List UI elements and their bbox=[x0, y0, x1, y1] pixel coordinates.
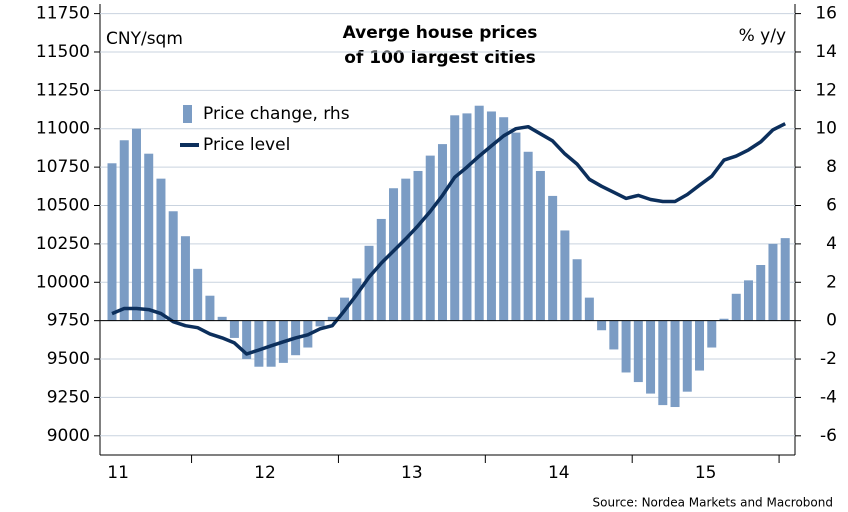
bar bbox=[731, 293, 741, 321]
y2-tick-label: 10 bbox=[815, 119, 837, 139]
bar bbox=[229, 320, 239, 338]
bar bbox=[352, 278, 362, 321]
y-tick-label: 9000 bbox=[47, 426, 90, 446]
bar bbox=[609, 320, 619, 350]
bar bbox=[242, 320, 252, 360]
line bbox=[111, 122, 786, 356]
bar bbox=[462, 113, 472, 321]
y2-tick-label: -2 bbox=[820, 349, 837, 369]
x-tick-label: 11 bbox=[107, 463, 129, 483]
x-tick-label: 15 bbox=[695, 463, 717, 483]
bar bbox=[499, 117, 509, 321]
bar bbox=[180, 236, 190, 321]
bar bbox=[205, 295, 215, 321]
bar bbox=[217, 316, 227, 321]
y2-tick-label: 14 bbox=[815, 42, 837, 62]
source: Source: Nordea Markets and Macrobond bbox=[593, 496, 834, 510]
bar bbox=[572, 259, 582, 321]
y-tick-label: 11250 bbox=[36, 80, 90, 100]
bar bbox=[413, 170, 423, 321]
bar bbox=[193, 268, 203, 321]
x-tick-label: 14 bbox=[548, 463, 570, 483]
bar bbox=[131, 128, 141, 321]
y-tick-label: 10750 bbox=[36, 157, 90, 177]
y2-tick-label: 0 bbox=[826, 311, 837, 331]
bar bbox=[486, 111, 496, 321]
bar bbox=[523, 151, 533, 321]
y2-tick-label: 12 bbox=[815, 80, 837, 100]
bar bbox=[474, 105, 484, 321]
bar bbox=[511, 132, 521, 321]
bar bbox=[401, 178, 411, 321]
bar bbox=[254, 320, 264, 367]
bar bbox=[658, 320, 668, 406]
bar bbox=[364, 245, 374, 321]
y-tick-label: 9250 bbox=[47, 387, 90, 407]
y-axis-label: CNY/sqm bbox=[106, 29, 183, 49]
y2-tick-label: 6 bbox=[826, 196, 837, 216]
bar bbox=[107, 163, 117, 321]
y-tick-label: 10250 bbox=[36, 234, 90, 254]
bar bbox=[144, 153, 154, 321]
bar bbox=[780, 238, 790, 321]
y2-tick-label: 16 bbox=[815, 4, 837, 24]
bar bbox=[707, 320, 717, 348]
bar bbox=[156, 178, 166, 321]
bar bbox=[119, 140, 129, 321]
legend-swatch bbox=[183, 105, 192, 123]
y2-tick-label: -6 bbox=[820, 426, 837, 446]
chart-title: Averge house prices bbox=[343, 23, 538, 43]
bar bbox=[584, 297, 594, 321]
y-tick-label: 10500 bbox=[36, 196, 90, 216]
bar bbox=[695, 320, 705, 371]
bar bbox=[548, 195, 558, 321]
bar bbox=[633, 320, 643, 383]
y2-tick-label: 4 bbox=[826, 234, 837, 254]
bar bbox=[756, 265, 766, 321]
bar bbox=[389, 188, 399, 321]
bar bbox=[315, 320, 325, 327]
x-tick-label: 12 bbox=[254, 463, 276, 483]
y-tick-label: 11000 bbox=[36, 119, 90, 139]
bar bbox=[450, 115, 460, 321]
bar bbox=[266, 320, 276, 367]
y-tick-label: 9750 bbox=[47, 311, 90, 331]
bar bbox=[437, 144, 447, 321]
y2-tick-label: 8 bbox=[826, 157, 837, 177]
bar bbox=[560, 230, 570, 321]
bar bbox=[597, 320, 607, 331]
bar bbox=[621, 320, 631, 373]
bar bbox=[168, 211, 178, 321]
legend-label: Price change, rhs bbox=[203, 104, 350, 124]
bar bbox=[425, 155, 435, 321]
bar bbox=[670, 320, 680, 408]
x-tick-label: 13 bbox=[401, 463, 423, 483]
bar bbox=[743, 280, 753, 321]
y-tick-label: 11750 bbox=[36, 4, 90, 24]
y-tick-label: 10000 bbox=[36, 272, 90, 292]
bar bbox=[535, 170, 545, 321]
y2-tick-label: -4 bbox=[820, 387, 837, 407]
bar bbox=[327, 316, 337, 321]
y-tick-label: 9500 bbox=[47, 349, 90, 369]
chart-title: of 100 largest cities bbox=[344, 48, 535, 68]
y2-axis-label: % y/y bbox=[739, 26, 786, 46]
bar bbox=[646, 320, 656, 394]
bar bbox=[682, 320, 692, 392]
bar bbox=[768, 243, 778, 321]
y-tick-label: 11500 bbox=[36, 42, 90, 62]
bar bbox=[719, 318, 729, 321]
legend-label: Price level bbox=[203, 135, 290, 155]
y2-tick-label: 2 bbox=[826, 272, 837, 292]
bar bbox=[376, 218, 386, 321]
